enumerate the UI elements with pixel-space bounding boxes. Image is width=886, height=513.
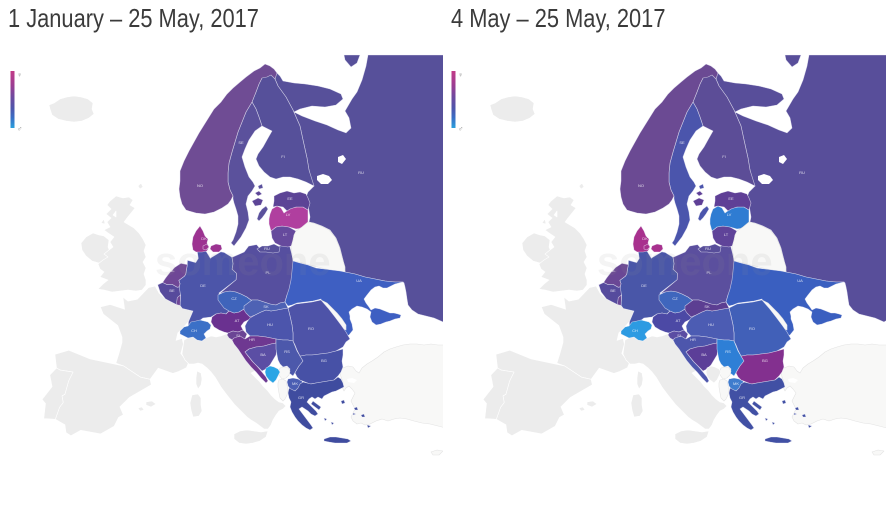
svg-text:HR: HR xyxy=(690,337,696,342)
svg-text:SK: SK xyxy=(263,304,269,309)
svg-text:DE: DE xyxy=(641,283,647,288)
svg-text:BG: BG xyxy=(321,358,327,363)
svg-text:SI: SI xyxy=(677,333,681,338)
svg-text:BA: BA xyxy=(260,352,266,357)
svg-text:BE: BE xyxy=(610,288,616,293)
svg-text:UA: UA xyxy=(356,278,362,283)
svg-text:DK: DK xyxy=(201,236,207,241)
svg-text:AT: AT xyxy=(235,318,240,323)
svg-text:SE: SE xyxy=(679,140,685,145)
svg-text:someone: someone xyxy=(597,240,773,284)
svg-text:PL: PL xyxy=(266,270,272,275)
svg-text:GR: GR xyxy=(739,395,745,400)
svg-text:CH: CH xyxy=(632,328,638,333)
svg-text:NO: NO xyxy=(197,183,203,188)
svg-text:♂: ♂ xyxy=(17,126,22,133)
svg-text:RS: RS xyxy=(725,349,731,354)
svg-text:DK: DK xyxy=(642,236,648,241)
svg-text:CZ: CZ xyxy=(672,296,678,301)
svg-text:NL: NL xyxy=(169,268,175,273)
svg-text:NO: NO xyxy=(638,183,644,188)
svg-text:♀: ♀ xyxy=(17,72,22,79)
svg-text:RU: RU xyxy=(705,246,711,251)
svg-text:PL: PL xyxy=(707,270,713,275)
svg-text:SK: SK xyxy=(704,304,710,309)
svg-text:EE: EE xyxy=(728,196,734,201)
svg-text:UA: UA xyxy=(797,278,803,283)
svg-text:BG: BG xyxy=(762,358,768,363)
svg-text:RO: RO xyxy=(749,326,755,331)
svg-text:HU: HU xyxy=(267,322,273,327)
svg-text:RO: RO xyxy=(308,326,314,331)
svg-text:♂: ♂ xyxy=(458,126,463,133)
svg-text:LT: LT xyxy=(724,232,729,237)
svg-text:CH: CH xyxy=(191,328,197,333)
svg-text:GR: GR xyxy=(298,395,304,400)
svg-text:RU: RU xyxy=(358,170,364,175)
svg-text:SE: SE xyxy=(238,140,244,145)
svg-text:RU: RU xyxy=(799,170,805,175)
svg-text:LV: LV xyxy=(727,212,732,217)
svg-text:LT: LT xyxy=(283,232,288,237)
svg-text:HU: HU xyxy=(708,322,714,327)
svg-text:HR: HR xyxy=(249,337,255,342)
svg-text:FI: FI xyxy=(722,154,726,159)
svg-text:NL: NL xyxy=(610,268,616,273)
svg-text:EE: EE xyxy=(287,196,293,201)
svg-text:♀: ♀ xyxy=(458,72,463,79)
svg-text:RS: RS xyxy=(284,349,290,354)
svg-text:AT: AT xyxy=(676,318,681,323)
svg-text:CZ: CZ xyxy=(231,296,237,301)
svg-text:LV: LV xyxy=(286,212,291,217)
svg-text:FI: FI xyxy=(281,154,285,159)
svg-text:someone: someone xyxy=(155,240,331,284)
svg-text:BA: BA xyxy=(701,352,707,357)
svg-text:MK: MK xyxy=(733,381,739,386)
svg-text:RU: RU xyxy=(264,246,270,251)
svg-text:BE: BE xyxy=(169,288,175,293)
svg-text:MK: MK xyxy=(292,381,298,386)
svg-text:DE: DE xyxy=(200,283,206,288)
svg-text:SI: SI xyxy=(236,333,240,338)
